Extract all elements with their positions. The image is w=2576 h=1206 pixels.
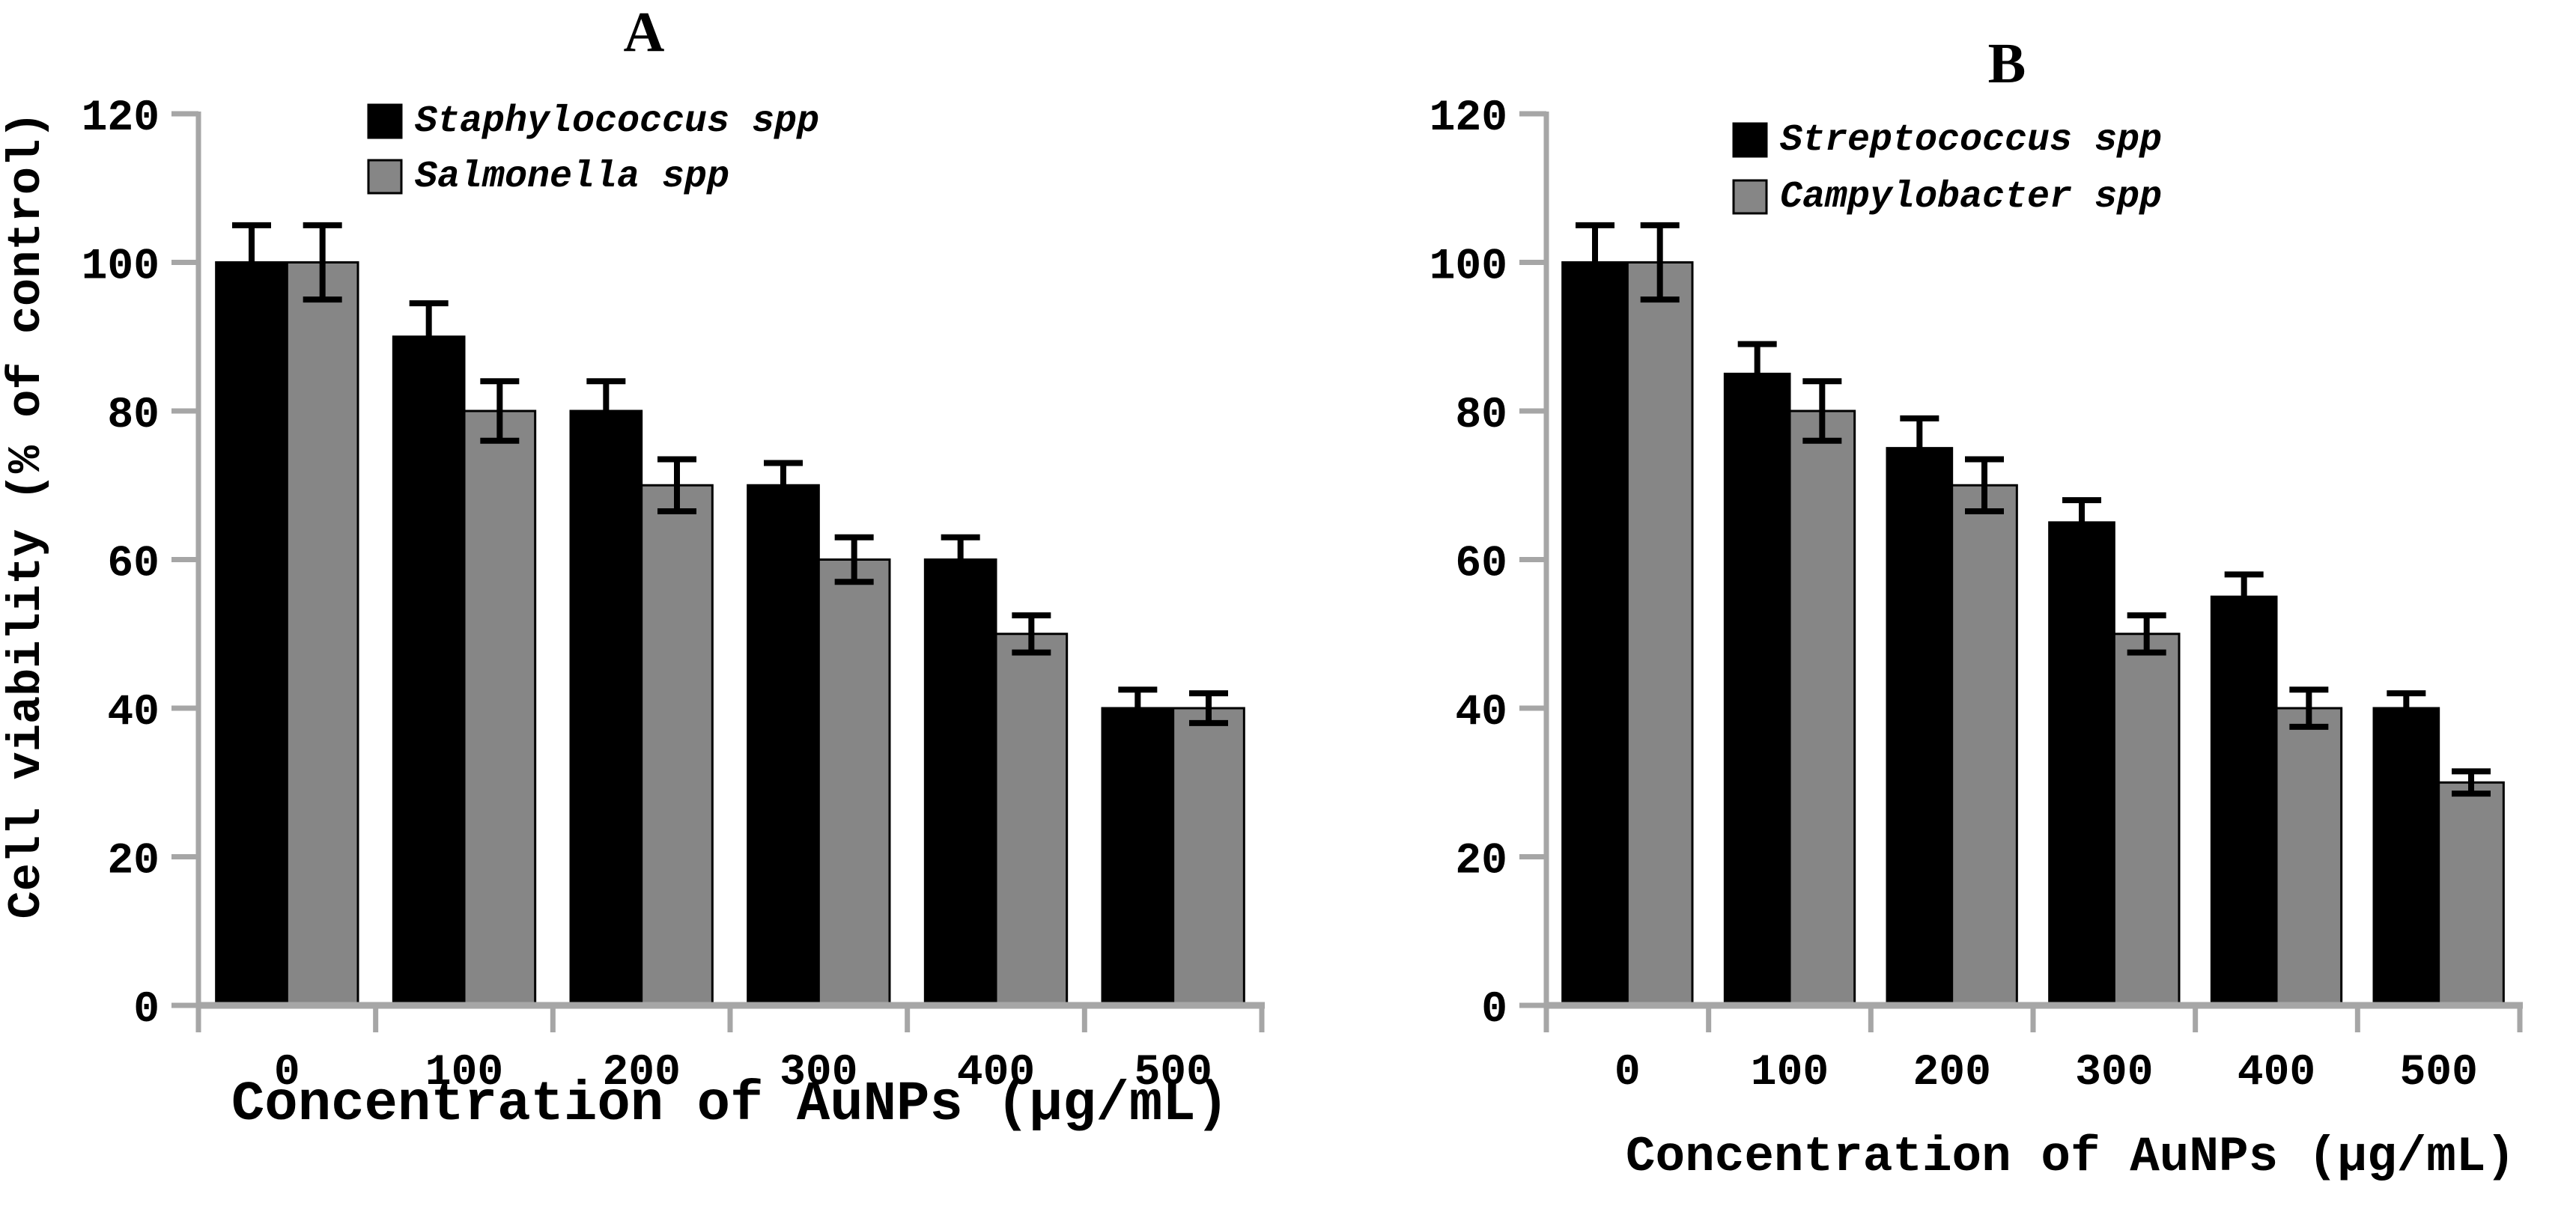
bar-salmonella-500 bbox=[1172, 707, 1245, 1007]
legend-label: Salmonella spp bbox=[415, 156, 729, 198]
bar-salmonella-200 bbox=[640, 484, 714, 1007]
bar-staphylococcus-200 bbox=[569, 409, 643, 1007]
error-bar bbox=[1737, 341, 1777, 407]
y-tick-label: 80 bbox=[107, 392, 160, 440]
bar-campylobacter-200 bbox=[1951, 484, 2018, 1007]
bar-campylobacter-0 bbox=[1626, 261, 1694, 1007]
y-tick-label: 80 bbox=[1455, 392, 1507, 440]
error-bar bbox=[303, 222, 342, 303]
y-tick-label: 40 bbox=[107, 689, 160, 737]
error-bar bbox=[1576, 222, 1614, 303]
x-tick-label: 100 bbox=[425, 1049, 503, 1097]
error-bar bbox=[834, 534, 874, 585]
panel-a-x-axis-title: Concentration of AuNPs (µg/mL) bbox=[231, 1073, 1230, 1136]
legend-label: Staphylococcus spp bbox=[415, 100, 819, 143]
panel-b-label: B bbox=[1987, 32, 2026, 95]
error-bar bbox=[1802, 378, 1842, 444]
bar-streptococcus-300 bbox=[2048, 521, 2115, 1007]
x-tick-label: 300 bbox=[2075, 1049, 2153, 1097]
panel-a-label: A bbox=[623, 1, 665, 64]
bar-staphylococcus-500 bbox=[1101, 707, 1175, 1007]
x-tick-label: 500 bbox=[2399, 1049, 2477, 1097]
x-tick-label: 200 bbox=[1913, 1049, 1990, 1097]
legend-label: Streptococcus spp bbox=[1780, 119, 2162, 162]
legend-swatch-staphylococcus bbox=[367, 103, 403, 139]
bar-campylobacter-300 bbox=[2112, 633, 2181, 1007]
error-bar bbox=[1640, 222, 1680, 303]
bar-salmonella-400 bbox=[994, 633, 1069, 1007]
panel-b-plot-area: 0 20 40 60 80 100 120 0 100 200 300 400 500 Streptoco… bbox=[1288, 0, 2576, 1206]
error-bar bbox=[586, 378, 626, 444]
error-bar bbox=[657, 456, 696, 514]
error-bar bbox=[232, 222, 271, 303]
error-bar bbox=[409, 300, 449, 374]
bar-staphylococcus-100 bbox=[392, 335, 466, 1007]
bar-staphylococcus-300 bbox=[747, 484, 820, 1007]
y-tick-label: 120 bbox=[82, 94, 160, 143]
y-tick-label: 20 bbox=[1455, 838, 1507, 886]
panel-a: A Cell viability (% of control) 0 20 40 60 8… bbox=[0, 1, 1265, 1136]
legend-label: Campylobacter spp bbox=[1780, 176, 2162, 219]
x-tick-label: 0 bbox=[1614, 1049, 1641, 1097]
bar-salmonella-300 bbox=[817, 558, 891, 1007]
y-tick-label: 0 bbox=[133, 986, 160, 1035]
panel-b: B 0 20 40 60 80 100 120 0 100 200 300 400 500 Strepto… bbox=[1288, 0, 2576, 1206]
y-tick-label: 40 bbox=[1455, 689, 1507, 737]
legend-swatch-campylobacter bbox=[1732, 179, 1768, 215]
error-bar bbox=[764, 460, 803, 511]
error-bar bbox=[2224, 571, 2264, 622]
bar-streptococcus-400 bbox=[2210, 595, 2278, 1007]
x-tick-label: 400 bbox=[957, 1049, 1035, 1097]
bar-campylobacter-100 bbox=[1788, 409, 1856, 1007]
error-bar bbox=[2062, 497, 2101, 548]
bar-streptococcus-100 bbox=[1723, 372, 1791, 1007]
error-bar bbox=[2127, 612, 2166, 656]
legend-swatch-salmonella bbox=[367, 159, 403, 195]
bar-staphylococcus-0 bbox=[215, 261, 288, 1007]
bar-campylobacter-400 bbox=[2275, 707, 2343, 1007]
y-tick-label: 120 bbox=[1430, 94, 1507, 143]
bar-salmonella-0 bbox=[285, 261, 359, 1007]
y-tick-label: 100 bbox=[1430, 243, 1507, 292]
error-bar bbox=[1012, 612, 1051, 656]
error-bar bbox=[1118, 686, 1158, 730]
bar-streptococcus-0 bbox=[1561, 261, 1629, 1007]
bar-staphylococcus-400 bbox=[923, 558, 997, 1007]
error-bar bbox=[1965, 456, 2004, 514]
bar-campylobacter-500 bbox=[2437, 781, 2505, 1007]
bar-salmonella-100 bbox=[463, 409, 537, 1007]
y-tick-label: 20 bbox=[107, 838, 160, 886]
x-tick-label: 500 bbox=[1134, 1049, 1212, 1097]
error-bar bbox=[1189, 690, 1228, 726]
error-bar bbox=[941, 534, 980, 585]
y-tick-label: 60 bbox=[1455, 540, 1507, 589]
y-tick-label: 0 bbox=[1481, 986, 1507, 1035]
error-bar bbox=[2387, 690, 2426, 726]
x-tick-label: 300 bbox=[780, 1049, 857, 1097]
error-bar bbox=[2289, 686, 2329, 730]
panel-b-x-axis-title: Concentration of AuNPs (µg/mL) bbox=[1625, 1129, 2516, 1185]
x-tick-label: 100 bbox=[1751, 1049, 1829, 1097]
panel-a-plot-area: 0 20 40 60 80 100 120 0 100 200 300 400 500 Staphyloc… bbox=[82, 94, 1265, 1097]
y-tick-label: 60 bbox=[107, 540, 160, 589]
error-bar bbox=[2452, 768, 2491, 797]
error-bar bbox=[480, 378, 520, 444]
error-bar bbox=[1900, 415, 1939, 481]
bar-streptococcus-500 bbox=[2372, 707, 2440, 1007]
legend-swatch-streptococcus bbox=[1732, 122, 1768, 158]
x-tick-label: 400 bbox=[2238, 1049, 2315, 1097]
x-tick-label: 200 bbox=[602, 1049, 680, 1097]
y-tick-label: 100 bbox=[82, 243, 160, 292]
x-tick-label: 0 bbox=[274, 1049, 300, 1097]
bar-chart-svg-A: 0 20 40 60 80 100 120 0 100 200 300 400 500 Staphyloc… bbox=[82, 94, 1265, 1097]
bar-chart-svg-B: 0 20 40 60 80 100 120 0 100 200 300 400 500 Streptoco… bbox=[1430, 94, 2523, 1097]
bar-streptococcus-200 bbox=[1886, 447, 1954, 1007]
